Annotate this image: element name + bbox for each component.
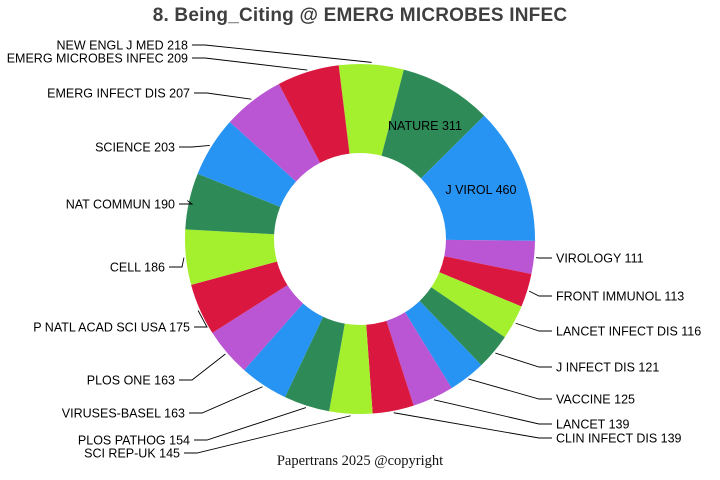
slice-label-sci-rep-uk: SCI REP-UK 145 — [84, 446, 180, 460]
slice-label-plos-one: PLOS ONE 163 — [87, 373, 175, 387]
pie-slice-clin-infect-dis — [366, 320, 414, 414]
slice-label-new-engl-j-med: NEW ENGL J MED 218 — [56, 38, 188, 52]
pie-slice-plos-pathog — [285, 316, 345, 412]
slice-label-emerg-microbes-infec: EMERG MICROBES INFEC 209 — [7, 51, 188, 65]
slice-label-science: SCIENCE 203 — [95, 140, 175, 154]
slice-label-viruses-basel: VIRUSES-BASEL 163 — [62, 406, 185, 420]
slice-label-lancet: LANCET 139 — [556, 417, 629, 431]
pie-slice-sci-rep-uk — [329, 323, 373, 414]
pie-slice-lancet-infect-dis — [431, 272, 522, 338]
label-leader-line-new-engl-j-med — [192, 44, 372, 63]
copyright-caption: Papertrans 2025 @copyright — [276, 453, 444, 469]
pie-slice-plos-one — [212, 285, 304, 371]
label-leader-line-sci-rep-uk — [184, 415, 351, 454]
pie-slice-nature — [381, 69, 485, 179]
slice-label-emerg-infect-dis: EMERG INFECT DIS 207 — [47, 86, 190, 100]
slice-label-j-virol: J VIROL 460 — [445, 183, 516, 197]
pie-slice-new-engl-j-med — [338, 63, 404, 156]
label-leader-line-vaccine — [468, 378, 552, 400]
slice-label-virology: VIROLOGY 111 — [556, 251, 644, 265]
pie-slice-front-immunol — [439, 256, 532, 307]
label-leader-line-clin-infect-dis — [393, 412, 552, 439]
slice-label-front-immunol: FRONT IMMUNOL 113 — [556, 289, 684, 303]
pie-slice-j-virol — [421, 115, 535, 241]
slice-label-cell: CELL 186 — [110, 260, 165, 274]
label-leader-line-j-infect-dis — [495, 352, 552, 368]
slice-label-lancet-infect-dis: LANCET INFECT DIS 116 — [556, 324, 701, 338]
slice-label-nature: NATURE 311 — [388, 119, 462, 133]
pie-slice-lancet — [386, 312, 452, 406]
pie-slice-j-infect-dis — [419, 287, 505, 366]
pie-slice-viruses-basel — [244, 303, 324, 398]
chart-title: 8. Being_Citing @ EMERG MICROBES INFEC — [152, 5, 568, 26]
pie-slice-science — [197, 122, 297, 207]
label-leader-line-emerg-microbes-infec — [192, 57, 308, 71]
pie-slice-p-natl-acad-sci-usa — [191, 261, 288, 333]
slice-label-nat-commun: NAT COMMUN 190 — [66, 197, 175, 211]
pie-slice-vaccine — [405, 300, 482, 389]
slice-label-clin-infect-dis: CLIN INFECT DIS 139 — [556, 431, 682, 445]
label-leader-line-plos-one — [179, 353, 226, 381]
label-leader-line-viruses-basel — [189, 386, 263, 414]
pie-slice-cell — [185, 229, 277, 285]
label-leader-line-emerg-infect-dis — [194, 92, 252, 100]
slice-label-plos-pathog: PLOS PATHOG 154 — [78, 433, 190, 447]
label-leader-line-nat-commun — [179, 200, 194, 205]
label-leader-line-plos-pathog — [194, 407, 307, 441]
label-leader-line-science — [179, 144, 210, 148]
slice-label-vaccine: VACCINE 125 — [556, 392, 635, 406]
label-leader-line-lancet-infect-dis — [515, 322, 552, 332]
label-leader-line-cell — [169, 257, 185, 268]
pie-slice-emerg-infect-dis — [229, 83, 321, 182]
label-leader-line-lancet — [433, 399, 552, 425]
pie-slice-emerg-microbes-infec — [278, 65, 350, 163]
pie-slice-nat-commun — [185, 173, 281, 235]
label-leader-line-front-immunol — [528, 290, 552, 297]
pie-slice-virology — [444, 239, 535, 275]
slice-label-j-infect-dis: J INFECT DIS 121 — [556, 360, 659, 374]
slice-label-p-natl-acad-sci-usa: P NATL ACAD SCI USA 175 — [33, 320, 190, 334]
label-leader-line-p-natl-acad-sci-usa — [194, 310, 208, 328]
